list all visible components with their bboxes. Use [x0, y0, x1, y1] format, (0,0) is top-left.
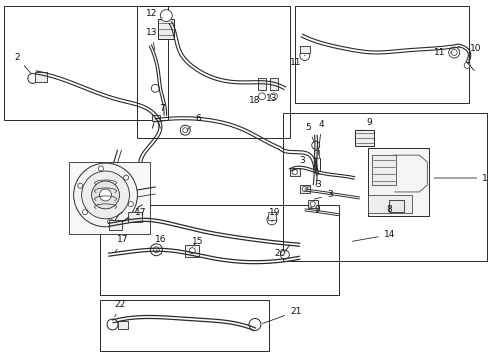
Bar [368, 148, 429, 216]
Bar [152, 115, 160, 121]
Bar [108, 220, 122, 230]
Text: 11: 11 [290, 55, 305, 67]
Bar [300, 185, 310, 193]
Circle shape [98, 166, 103, 171]
Text: 18: 18 [249, 90, 262, 105]
Text: 3: 3 [315, 190, 333, 199]
Circle shape [302, 186, 307, 192]
Bar [69, 162, 150, 234]
Circle shape [150, 244, 162, 256]
Text: 13: 13 [146, 28, 157, 50]
Bar [300, 45, 310, 54]
Circle shape [293, 170, 297, 175]
Text: 2: 2 [14, 53, 31, 73]
Bar [35, 72, 47, 82]
Circle shape [300, 50, 310, 60]
Text: 12: 12 [146, 9, 163, 18]
Bar [99, 205, 339, 294]
Text: 13: 13 [266, 90, 278, 103]
Text: 3: 3 [294, 156, 305, 170]
Bar [390, 200, 404, 212]
Text: 8: 8 [387, 206, 392, 215]
Text: 1: 1 [434, 174, 488, 183]
Circle shape [108, 219, 113, 224]
Circle shape [451, 50, 457, 55]
Circle shape [82, 210, 87, 215]
Circle shape [107, 319, 118, 330]
Bar [308, 200, 318, 208]
Bar [371, 155, 396, 185]
Circle shape [310, 201, 315, 206]
Text: 10: 10 [468, 44, 482, 60]
Text: 19: 19 [269, 208, 281, 222]
Circle shape [78, 183, 83, 188]
Circle shape [28, 73, 38, 84]
Text: 16: 16 [154, 235, 166, 252]
Text: 7: 7 [155, 104, 165, 118]
Circle shape [128, 202, 133, 207]
Bar [128, 212, 143, 222]
Circle shape [160, 10, 172, 22]
Text: 9: 9 [310, 206, 320, 215]
Text: 14: 14 [352, 230, 395, 241]
Bar [99, 300, 269, 351]
Circle shape [189, 248, 195, 254]
Text: 20: 20 [274, 249, 286, 258]
Text: 21: 21 [263, 307, 301, 324]
Text: 5: 5 [305, 123, 315, 143]
Text: 3: 3 [306, 180, 320, 189]
Text: 22: 22 [115, 300, 126, 317]
Bar [368, 195, 413, 213]
Circle shape [82, 171, 129, 219]
Text: 15: 15 [193, 237, 204, 246]
Circle shape [123, 175, 129, 180]
Bar [295, 6, 469, 103]
Circle shape [99, 189, 112, 201]
Bar [185, 245, 199, 257]
Text: 6: 6 [187, 114, 201, 130]
Circle shape [312, 141, 319, 149]
Text: 11: 11 [434, 48, 451, 57]
Text: 9: 9 [362, 118, 372, 130]
Text: 17: 17 [116, 235, 128, 252]
Bar [158, 19, 174, 39]
Bar [119, 321, 128, 329]
Circle shape [249, 319, 261, 330]
Circle shape [74, 163, 137, 227]
Circle shape [151, 84, 159, 92]
Text: 4: 4 [318, 120, 324, 155]
Circle shape [92, 181, 120, 209]
Circle shape [464, 62, 470, 68]
Bar [137, 6, 290, 138]
Circle shape [449, 47, 460, 58]
Bar [4, 6, 168, 120]
Text: 17: 17 [123, 208, 146, 221]
Bar [268, 212, 276, 220]
Bar [283, 113, 487, 261]
Bar [290, 168, 300, 176]
Bar [314, 150, 318, 158]
Bar [270, 78, 278, 90]
Bar [258, 78, 266, 90]
Circle shape [267, 215, 277, 225]
Circle shape [280, 250, 289, 259]
Circle shape [183, 128, 188, 133]
Circle shape [153, 247, 159, 253]
Circle shape [258, 93, 266, 100]
Circle shape [270, 93, 277, 100]
Circle shape [180, 125, 190, 135]
Bar [355, 130, 374, 146]
